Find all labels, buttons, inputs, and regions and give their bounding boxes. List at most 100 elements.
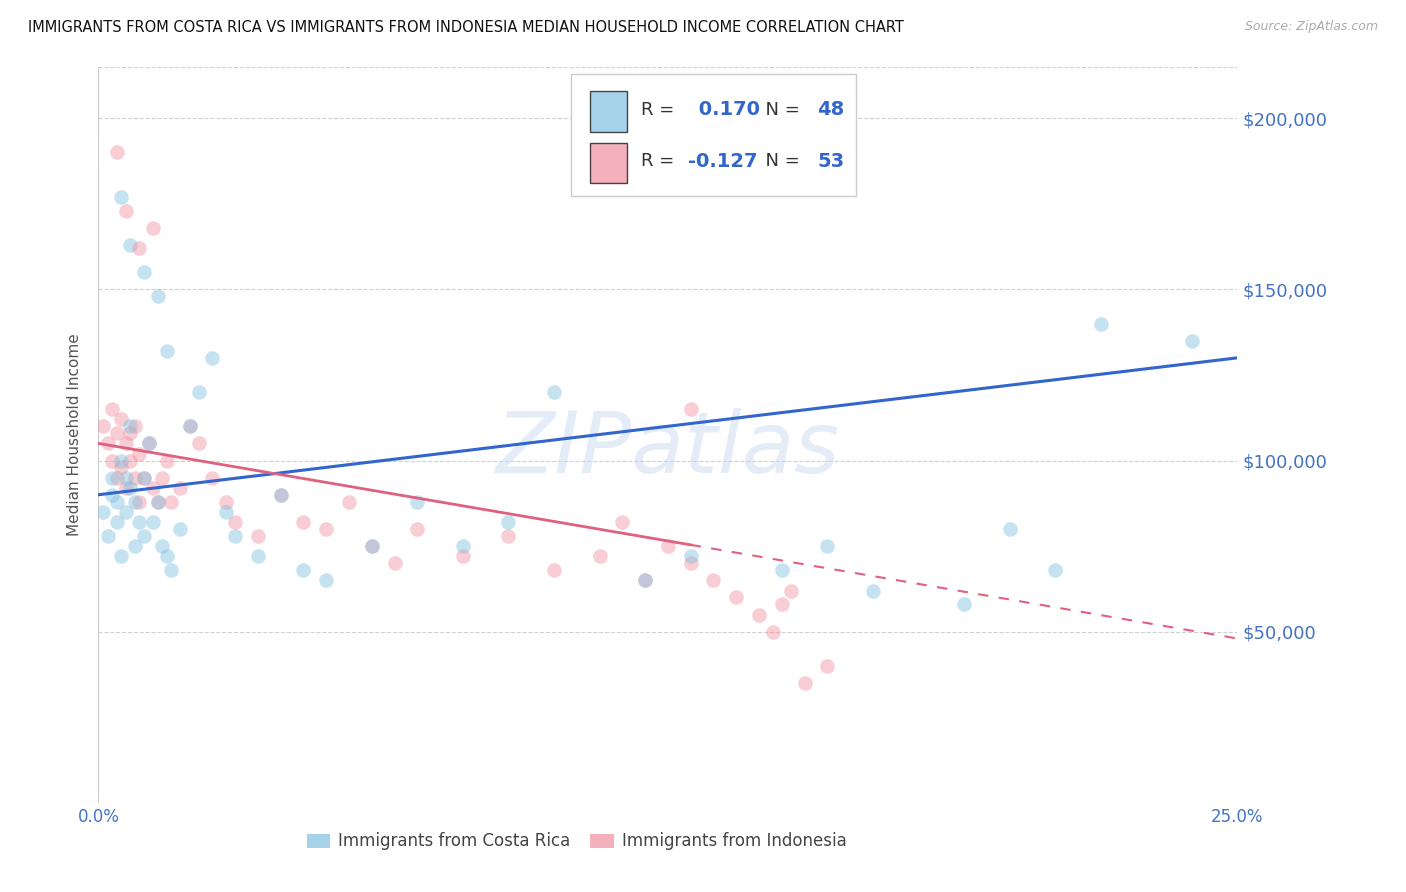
Point bbox=[124, 470, 146, 484]
Point bbox=[953, 597, 976, 611]
Point bbox=[124, 419, 146, 434]
Point bbox=[160, 563, 183, 577]
Point bbox=[114, 470, 136, 484]
Text: 53: 53 bbox=[817, 152, 844, 170]
Text: 48: 48 bbox=[817, 100, 844, 120]
Point bbox=[124, 539, 146, 553]
Point bbox=[96, 529, 118, 543]
Point bbox=[110, 412, 132, 426]
Point bbox=[105, 470, 128, 484]
Point bbox=[779, 583, 801, 598]
Point bbox=[543, 563, 565, 577]
Point bbox=[124, 494, 146, 508]
Point bbox=[179, 419, 201, 434]
Point bbox=[451, 549, 474, 564]
Text: R =: R = bbox=[641, 153, 679, 170]
Point bbox=[114, 505, 136, 519]
Point bbox=[384, 556, 406, 570]
Point bbox=[114, 481, 136, 495]
Point bbox=[101, 453, 124, 467]
Point bbox=[120, 238, 142, 252]
Point bbox=[105, 494, 128, 508]
Point bbox=[998, 522, 1021, 536]
Point bbox=[128, 494, 150, 508]
Point bbox=[187, 436, 209, 450]
Point bbox=[337, 494, 360, 508]
Point bbox=[169, 481, 191, 495]
Point bbox=[770, 563, 793, 577]
Point bbox=[156, 453, 179, 467]
Point bbox=[1181, 334, 1204, 348]
Point bbox=[146, 289, 169, 303]
Point bbox=[215, 494, 238, 508]
Point bbox=[246, 549, 269, 564]
Point bbox=[120, 419, 142, 434]
Point bbox=[292, 515, 315, 529]
Point bbox=[120, 426, 142, 441]
Point bbox=[156, 343, 179, 358]
Point bbox=[101, 488, 124, 502]
Point bbox=[187, 385, 209, 400]
Point bbox=[292, 563, 315, 577]
Point bbox=[815, 659, 838, 673]
Point bbox=[224, 515, 246, 529]
Point bbox=[132, 529, 155, 543]
Text: IMMIGRANTS FROM COSTA RICA VS IMMIGRANTS FROM INDONESIA MEDIAN HOUSEHOLD INCOME : IMMIGRANTS FROM COSTA RICA VS IMMIGRANTS… bbox=[28, 20, 904, 35]
Point bbox=[132, 265, 155, 279]
FancyBboxPatch shape bbox=[591, 91, 627, 132]
Point bbox=[128, 447, 150, 461]
Point bbox=[702, 574, 724, 588]
Point bbox=[634, 574, 657, 588]
Point bbox=[360, 539, 382, 553]
Point bbox=[128, 241, 150, 255]
Point bbox=[451, 539, 474, 553]
Point bbox=[748, 607, 770, 622]
Point bbox=[105, 426, 128, 441]
Point bbox=[146, 494, 169, 508]
Point bbox=[634, 574, 657, 588]
Point bbox=[146, 494, 169, 508]
Point bbox=[215, 505, 238, 519]
Legend: Immigrants from Costa Rica, Immigrants from Indonesia: Immigrants from Costa Rica, Immigrants f… bbox=[299, 826, 853, 857]
Point bbox=[142, 515, 165, 529]
Point bbox=[91, 419, 114, 434]
Y-axis label: Median Household Income: Median Household Income bbox=[67, 334, 83, 536]
Point bbox=[406, 494, 429, 508]
Text: ZIPatlas: ZIPatlas bbox=[496, 408, 839, 491]
Point bbox=[679, 549, 702, 564]
Point bbox=[110, 453, 132, 467]
Text: -0.127: -0.127 bbox=[689, 152, 758, 170]
Point bbox=[142, 220, 165, 235]
Text: R =: R = bbox=[641, 101, 679, 119]
Point bbox=[770, 597, 793, 611]
FancyBboxPatch shape bbox=[591, 143, 627, 183]
Point bbox=[1090, 317, 1112, 331]
Point bbox=[96, 436, 118, 450]
Text: Source: ZipAtlas.com: Source: ZipAtlas.com bbox=[1244, 20, 1378, 33]
Point bbox=[201, 351, 224, 365]
Point bbox=[793, 676, 815, 690]
Point bbox=[120, 481, 142, 495]
Point bbox=[160, 494, 183, 508]
Point bbox=[138, 436, 160, 450]
Point bbox=[315, 522, 337, 536]
Point bbox=[543, 385, 565, 400]
Point bbox=[120, 453, 142, 467]
Point bbox=[114, 436, 136, 450]
Point bbox=[315, 574, 337, 588]
Point bbox=[862, 583, 884, 598]
Point bbox=[114, 203, 136, 218]
Point bbox=[150, 539, 173, 553]
Point bbox=[150, 470, 173, 484]
Point bbox=[132, 470, 155, 484]
Point bbox=[110, 460, 132, 475]
Point bbox=[1043, 563, 1066, 577]
Point bbox=[105, 145, 128, 160]
FancyBboxPatch shape bbox=[571, 74, 856, 195]
Point bbox=[201, 470, 224, 484]
Point bbox=[142, 481, 165, 495]
Point bbox=[725, 591, 748, 605]
Point bbox=[270, 488, 292, 502]
Point bbox=[679, 402, 702, 417]
Point bbox=[101, 402, 124, 417]
